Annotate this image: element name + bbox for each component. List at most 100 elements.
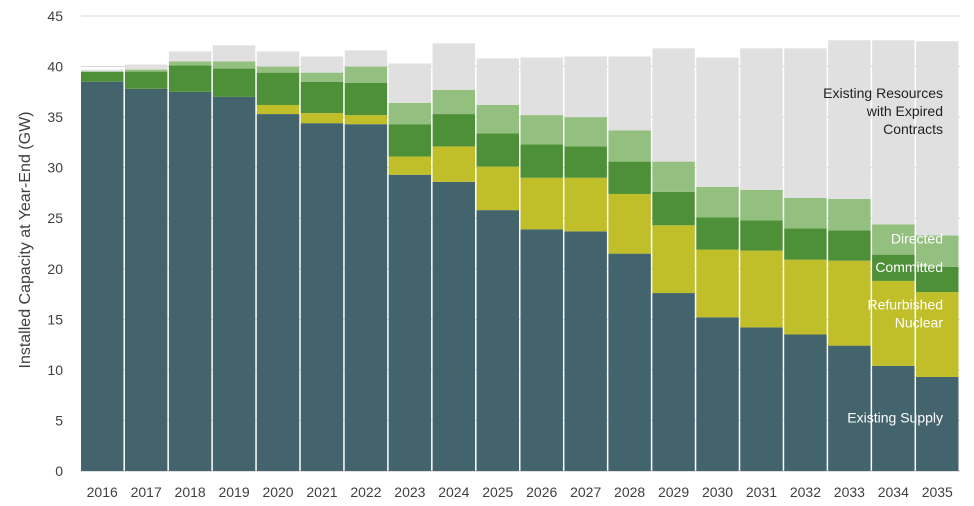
bar-segment-committed <box>608 161 651 194</box>
y-tick-label: 10 <box>47 362 63 378</box>
bar-segment-expired <box>344 50 388 67</box>
bar-segment-committed <box>124 71 168 89</box>
y-axis-title: Installed Capacity at Year-End (GW) <box>17 111 34 368</box>
bar-segment-expired <box>300 56 344 73</box>
x-tick-label: 2019 <box>218 484 249 500</box>
bar-segment-directed <box>300 72 344 82</box>
bar-segment-existing <box>388 174 432 471</box>
y-tick-label: 40 <box>47 59 63 75</box>
bar-segment-committed <box>344 82 388 116</box>
annotation-refurbished: Nuclear <box>895 314 944 330</box>
bar-segment-expired <box>916 41 959 236</box>
bar-segment-committed <box>81 71 124 82</box>
annotation-committed: Committed <box>875 259 943 275</box>
x-tick-label: 2028 <box>614 484 645 500</box>
x-tick-label: 2024 <box>438 484 469 500</box>
bar-segment-existing <box>432 181 476 472</box>
bar-segment-directed <box>432 89 476 115</box>
x-tick-label: 2021 <box>306 484 337 500</box>
y-tick-label: 0 <box>55 463 63 479</box>
x-tick-label: 2032 <box>790 484 821 500</box>
bar-segment-committed <box>564 146 607 178</box>
x-tick-label: 2031 <box>746 484 777 500</box>
bar-segment-refurbished <box>344 115 388 125</box>
bar-segment-committed <box>916 266 959 293</box>
bar-segment-committed <box>828 230 871 261</box>
bar-segment-existing <box>344 124 388 471</box>
bar-segment-existing <box>300 123 344 471</box>
bar-segment-directed <box>256 66 300 73</box>
bar-segment-directed <box>652 161 695 192</box>
bar-segment-refurbished <box>652 225 695 294</box>
bar-segment-existing <box>520 229 563 471</box>
x-axis-ticks: 2016 2017 2018 2019 2020 2021 2022 2023 2024 2025… <box>87 484 953 500</box>
bar-segment-committed <box>652 191 695 226</box>
bar-segment-expired <box>476 58 519 105</box>
x-tick-label: 2017 <box>131 484 162 500</box>
bar-segment-directed <box>344 66 388 83</box>
bar-segment-directed <box>520 115 563 145</box>
bar-segment-refurbished <box>828 260 871 346</box>
bar-segment-expired <box>828 40 871 200</box>
bar-segment-existing <box>740 327 783 471</box>
bar-segment-committed <box>476 133 519 167</box>
bar-segment-directed <box>828 199 871 231</box>
bar-segment-refurbished <box>608 193 651 254</box>
bar-segment-directed <box>916 235 959 267</box>
bar-segment-existing <box>168 91 212 471</box>
bar-segment-committed <box>212 68 256 97</box>
y-tick-label: 45 <box>47 8 63 24</box>
bar-segment-directed <box>608 130 651 162</box>
bar-segment-expired <box>696 57 739 187</box>
bar-segment-refurbished <box>784 259 827 335</box>
bar-segment-expired <box>81 69 124 72</box>
bar-segment-committed <box>300 81 344 114</box>
bar-segment-directed <box>872 224 915 255</box>
bar-segment-existing <box>81 81 124 471</box>
bar-segment-expired <box>256 51 300 67</box>
y-axis-ticks: 0 5 10 15 20 25 30 35 40 45 <box>47 8 63 479</box>
bar-segment-directed <box>476 104 519 134</box>
bar-segment-expired <box>520 57 563 116</box>
bar-segment-committed <box>256 72 300 105</box>
bar-segment-committed <box>784 228 827 260</box>
bars <box>81 40 959 472</box>
y-tick-label: 25 <box>47 210 63 226</box>
x-tick-label: 2016 <box>87 484 118 500</box>
bar-segment-existing <box>872 365 915 471</box>
bar-segment-existing <box>784 334 827 471</box>
bar-segment-existing <box>476 210 519 471</box>
x-tick-label: 2033 <box>834 484 865 500</box>
x-tick-label: 2027 <box>570 484 601 500</box>
bar-segment-directed <box>388 102 432 125</box>
bar-segment-directed <box>212 61 256 69</box>
bar-segment-committed <box>740 220 783 251</box>
bar-segment-refurbished <box>564 177 607 232</box>
bar-segment-expired <box>652 48 695 162</box>
y-tick-label: 5 <box>55 412 63 428</box>
x-tick-label: 2020 <box>262 484 293 500</box>
bar-segment-committed <box>168 65 212 92</box>
x-tick-label: 2025 <box>482 484 513 500</box>
x-tick-label: 2035 <box>922 484 953 500</box>
x-tick-label: 2018 <box>175 484 206 500</box>
x-tick-label: 2026 <box>526 484 557 500</box>
bar-segment-expired <box>432 43 476 90</box>
bar-segment-existing <box>696 317 739 471</box>
bar-segment-directed <box>168 61 212 66</box>
bar-segment-refurbished <box>300 113 344 124</box>
x-tick-label: 2030 <box>702 484 733 500</box>
x-tick-label: 2023 <box>394 484 425 500</box>
bar-segment-committed <box>388 124 432 157</box>
y-tick-label: 15 <box>47 311 63 327</box>
annotation-expired: Contracts <box>883 121 943 137</box>
bar-segment-refurbished <box>872 280 915 366</box>
bar-segment-existing <box>652 293 695 471</box>
x-tick-label: 2034 <box>878 484 909 500</box>
bar-segment-refurbished <box>520 177 563 230</box>
annotation-refurbished: Refurbished <box>868 296 944 312</box>
bar-segment-existing <box>608 253 651 471</box>
bar-segment-directed <box>124 69 168 72</box>
bar-segment-expired <box>212 45 256 62</box>
